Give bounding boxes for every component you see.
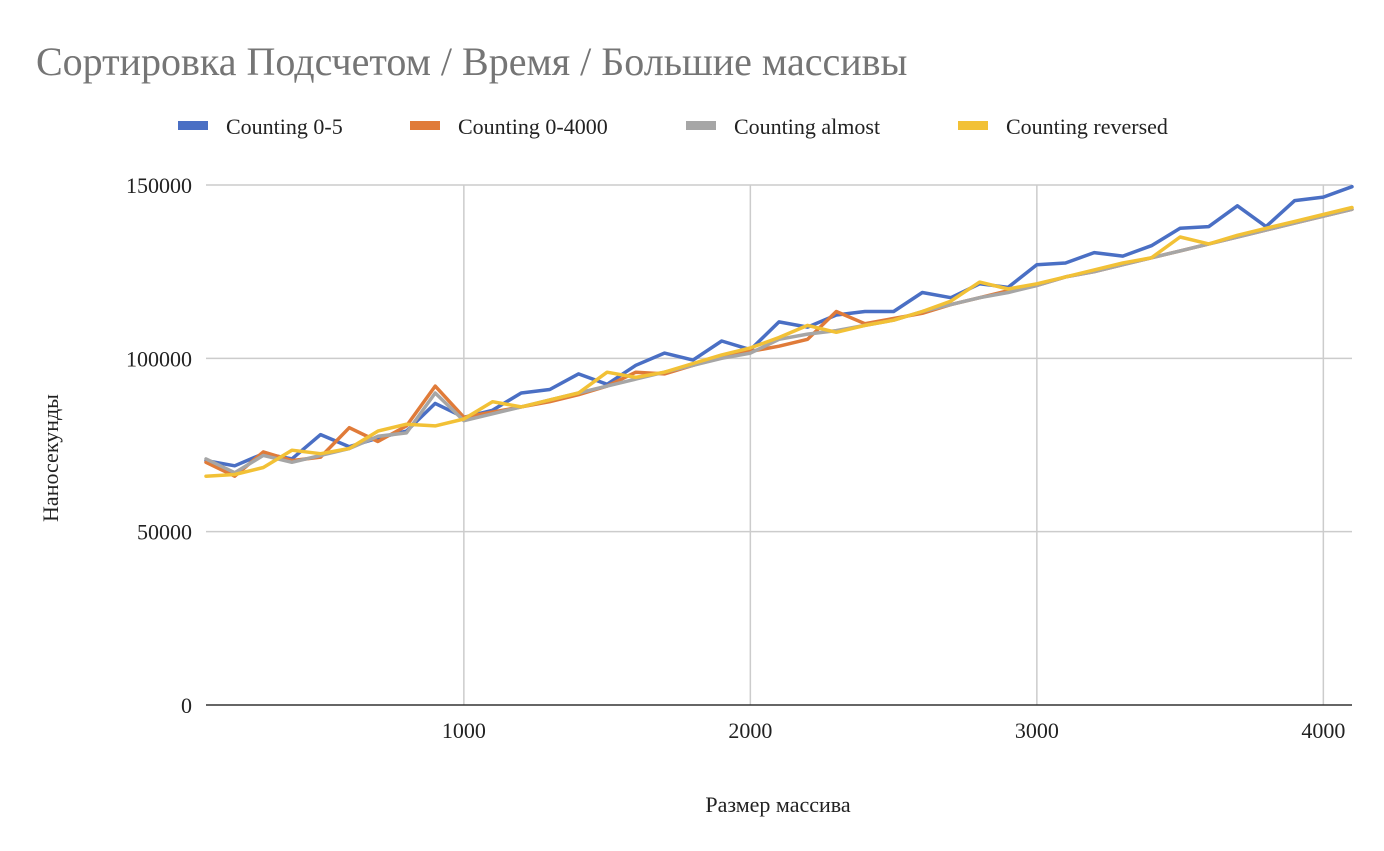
x-tick-label: 3000: [1015, 718, 1059, 743]
legend-label: Counting 0-4000: [458, 114, 608, 139]
legend-label: Counting 0-5: [226, 114, 343, 139]
gridlines: [206, 184, 1352, 705]
series-lines: [204, 184, 1354, 478]
legend-swatch: [410, 121, 440, 130]
x-axis-label: Размер массива: [705, 792, 851, 817]
x-tick-label: 2000: [728, 718, 772, 743]
legend-label: Counting reversed: [1006, 114, 1168, 139]
legend-swatch: [958, 121, 988, 130]
axes: 0 50000 100000 150000 1000 2000 3000 4000: [126, 173, 1352, 743]
y-axis-label: Наносекунды: [38, 394, 63, 522]
series-line-3: [204, 207, 1354, 475]
series-line-1: [204, 184, 1354, 468]
y-tick-label: 150000: [126, 173, 192, 198]
legend-swatch: [178, 121, 208, 130]
y-tick-label: 100000: [126, 346, 192, 371]
y-tick-label: 0: [181, 693, 192, 718]
legend-swatch: [686, 121, 716, 130]
legend-label: Counting almost: [734, 114, 880, 139]
x-tick-label: 4000: [1301, 718, 1345, 743]
series-line-4: [204, 205, 1354, 478]
y-tick-label: 50000: [137, 520, 192, 545]
legend: Counting 0-5 Counting 0-4000 Counting almo…: [178, 114, 1168, 139]
x-tick-label: 1000: [442, 718, 486, 743]
chart-title: Сортировка Подсчетом / Время / Большие м…: [36, 39, 907, 84]
